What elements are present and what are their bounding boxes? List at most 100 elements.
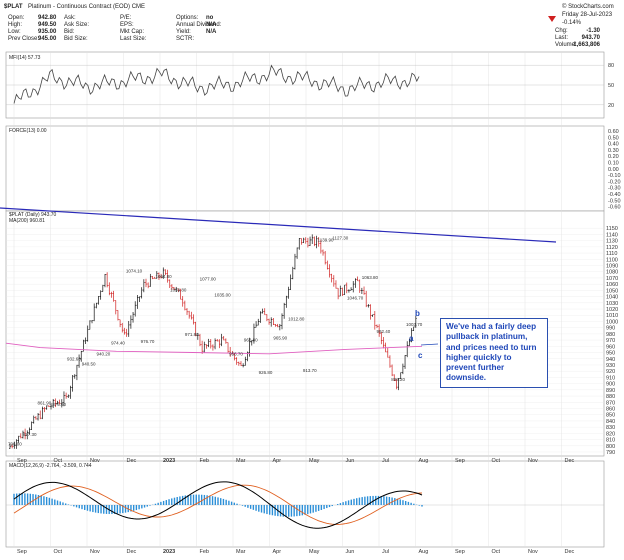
header-field-label: Bid Size: xyxy=(64,36,88,42)
x-tick-label: Oct xyxy=(492,458,501,464)
y-tick-label: 20 xyxy=(608,103,614,109)
x-tick-label: Jul xyxy=(382,458,389,464)
y-tick-label: 50 xyxy=(608,83,614,89)
price-data-label: 1059.80 xyxy=(170,287,187,292)
y-tick-label: 1040 xyxy=(606,295,618,301)
y-tick-label: 0.30 xyxy=(608,148,619,154)
chart-symbol: $PLAT xyxy=(4,4,23,10)
price-data-label: 932.60 xyxy=(67,356,81,361)
x-tick-label: May xyxy=(309,458,320,464)
header-right-label: Chg: xyxy=(555,28,568,34)
x-tick-label: Jun xyxy=(346,458,355,464)
mfi-axis: 20 50 80 xyxy=(608,63,614,109)
header-field-label: Mkt Cap: xyxy=(120,29,144,35)
y-tick-label: 990 xyxy=(606,326,615,332)
price-data-label: 940.50 xyxy=(82,361,96,366)
x-tick-label: 2023 xyxy=(163,549,175,555)
y-tick-label: 0.50 xyxy=(608,135,619,141)
price-data-label: 976.70 xyxy=(141,339,155,344)
y-tick-label: 80 xyxy=(608,63,614,69)
y-tick-label: 830 xyxy=(606,425,615,431)
price-data-label: 974.40 xyxy=(111,340,125,345)
y-tick-label: 880 xyxy=(606,394,615,400)
header-field-label: EPS: xyxy=(120,22,134,28)
header-field-value: 935.00 xyxy=(38,29,57,35)
macd-series xyxy=(6,481,604,529)
y-tick-label: -0.10 xyxy=(608,173,621,179)
x-tick-label: 2023 xyxy=(163,458,175,464)
y-tick-label: 790 xyxy=(606,450,615,456)
header-field-label: Last Size: xyxy=(120,36,147,42)
y-tick-label: 1110 xyxy=(606,251,617,257)
y-tick-label: -0.40 xyxy=(608,192,621,198)
y-tick-label: 1050 xyxy=(606,288,618,294)
ma200-series xyxy=(5,342,423,355)
chart-header: $PLAT Platinum - Continuous Contract (EO… xyxy=(4,3,614,48)
x-tick-label: Sep xyxy=(17,549,27,555)
y-tick-label: 920 xyxy=(606,369,615,375)
header-right-value: 943.70 xyxy=(582,35,601,41)
price-data-label: 1074.10 xyxy=(126,268,143,273)
y-tick-label: 0.20 xyxy=(608,154,619,160)
price-data-label: 861.90 xyxy=(37,400,51,405)
header-right-label: Last: xyxy=(555,35,568,41)
price-data-label: 913.70 xyxy=(303,368,317,373)
y-tick-label: 1140 xyxy=(606,232,618,238)
y-tick-label: -0.50 xyxy=(608,198,621,204)
y-tick-label: -0.20 xyxy=(608,179,621,185)
header-field-value: 949.50 xyxy=(38,22,57,28)
y-tick-label: 840 xyxy=(606,419,615,425)
header-field-label: SCTR: xyxy=(176,36,194,42)
price-data-label: 940.20 xyxy=(96,352,110,357)
x-tick-label: Nov xyxy=(528,458,538,464)
x-tick-label: Oct xyxy=(54,549,63,555)
wave-label-b: b xyxy=(415,309,420,318)
y-tick-label: -0.30 xyxy=(608,186,621,192)
macd-line xyxy=(13,481,423,529)
x-tick-label: Oct xyxy=(54,458,63,464)
x-tick-label: Dec xyxy=(565,549,575,555)
mfi-series xyxy=(13,64,420,104)
annotation-box: We've had a fairly deep pullback in plat… xyxy=(440,318,548,388)
x-tick-label: Nov xyxy=(90,458,100,464)
macd-panel xyxy=(5,460,605,548)
header-field-label: Open: xyxy=(8,15,25,21)
y-tick-label: 810 xyxy=(606,438,615,444)
x-tick-label: Apr xyxy=(273,549,282,555)
header-field-label: High: xyxy=(8,22,22,28)
header-field-label: Prev Close: xyxy=(8,36,39,42)
macd-signal-line xyxy=(13,484,423,525)
down-arrow-icon xyxy=(548,16,556,22)
header-field-label: Low: xyxy=(8,29,21,35)
header-field-value: N/A xyxy=(206,22,217,28)
y-tick-label: -0.60 xyxy=(608,205,621,211)
x-tick-label: Dec xyxy=(127,549,137,555)
x-tick-label: Sep xyxy=(455,549,465,555)
price-data-label: 899.20 xyxy=(391,377,405,382)
y-tick-label: 0.00 xyxy=(608,167,619,173)
price-data-label: 827.30 xyxy=(23,432,37,437)
ma200-line xyxy=(5,342,423,355)
y-tick-label: 1120 xyxy=(606,245,618,251)
force-axis: 0.600.500.400.300.200.100.00-0.10-0.20-0… xyxy=(608,129,621,211)
y-tick-label: 1060 xyxy=(606,282,618,288)
callout-pointer xyxy=(420,343,439,346)
price-title: $PLAT (Daily) 943.70 xyxy=(9,212,57,218)
y-tick-label: 980 xyxy=(606,332,615,338)
price-data-label: 965.90 xyxy=(273,336,287,341)
price-data-label: 1077.00 xyxy=(200,277,217,282)
header-field-value: 942.80 xyxy=(38,15,57,21)
header-field-value: 945.00 xyxy=(38,36,57,42)
force-title: FORCE(13) 0.00 xyxy=(9,128,47,134)
y-tick-label: 870 xyxy=(606,400,615,406)
y-tick-label: 1150 xyxy=(606,226,618,232)
y-tick-label: 940 xyxy=(606,357,615,363)
header-field-label: P/E: xyxy=(120,15,132,21)
y-tick-label: 910 xyxy=(606,375,615,381)
y-tick-label: 890 xyxy=(606,388,615,394)
wave-label-a: a xyxy=(409,334,414,343)
grid-lines xyxy=(6,52,604,547)
